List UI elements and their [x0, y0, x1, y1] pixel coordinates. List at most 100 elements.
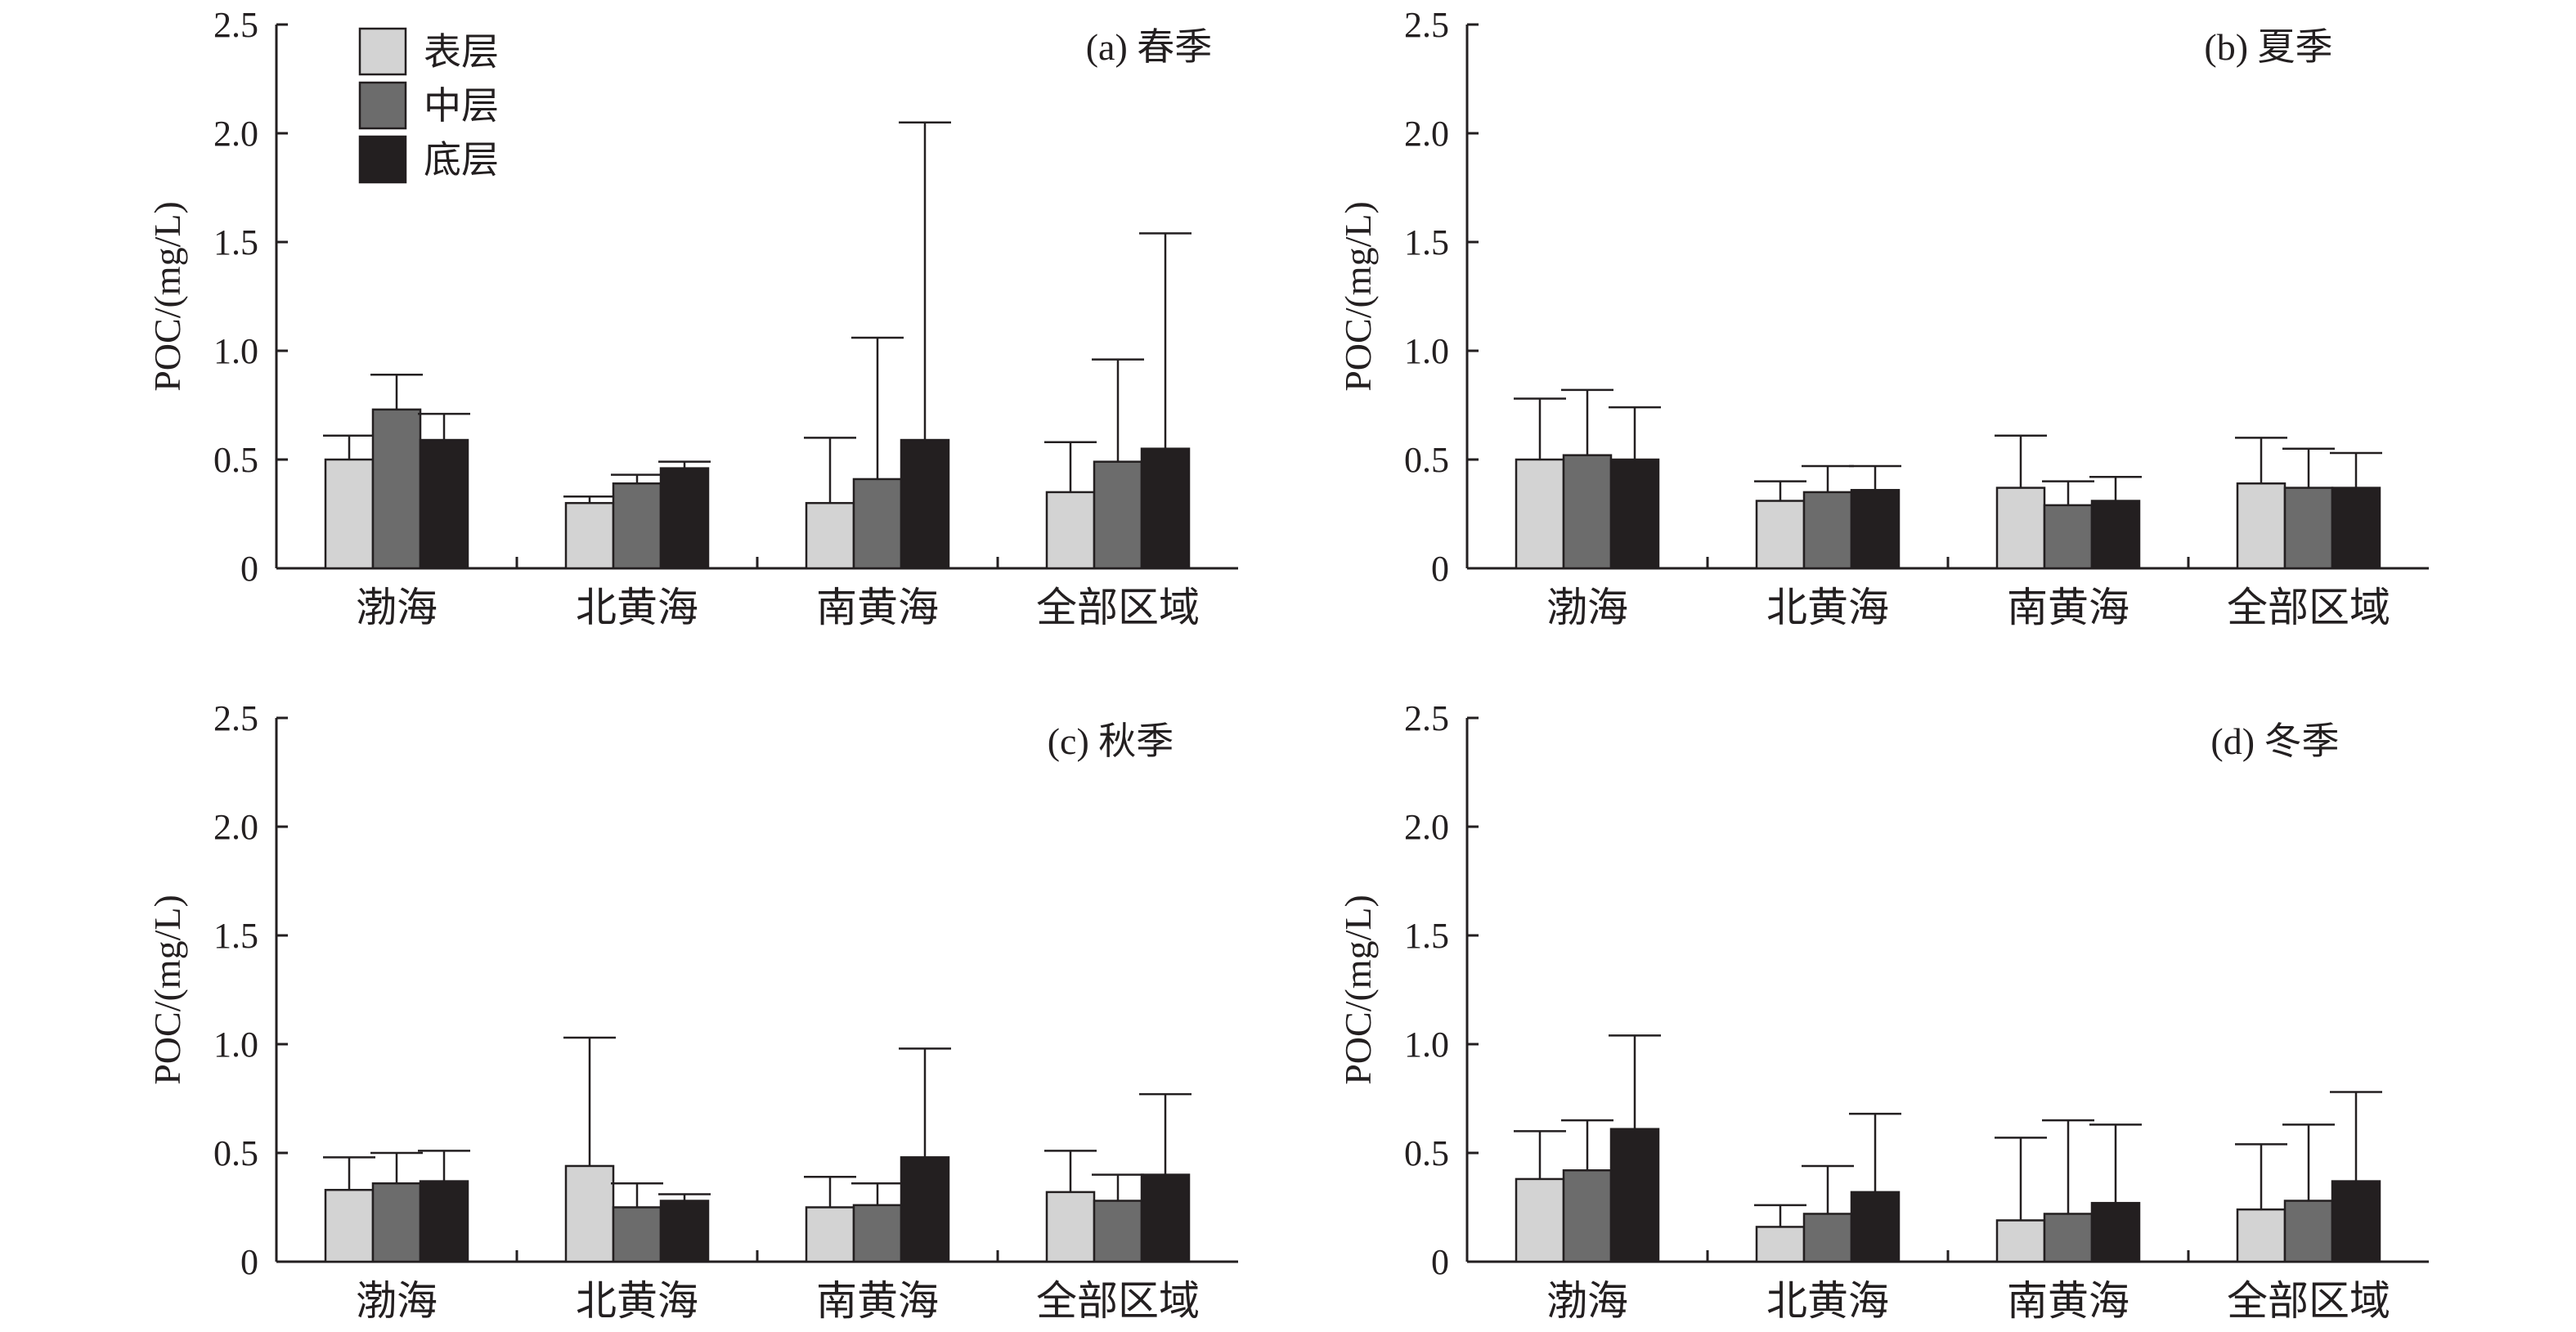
x-category-label: 南黄海 — [816, 585, 939, 630]
bar — [805, 501, 855, 570]
bar — [324, 458, 375, 570]
x-category-label: 全部区域 — [2227, 585, 2390, 630]
bar — [2283, 487, 2334, 570]
y-tick-label: 2.0 — [213, 114, 258, 154]
y-tick-label: 2.5 — [213, 5, 258, 45]
bar — [2043, 504, 2094, 570]
x-category-label: 全部区域 — [1036, 1278, 1200, 1324]
bar — [371, 1182, 422, 1263]
x-category-label: 全部区域 — [1036, 585, 1200, 630]
bar — [852, 478, 903, 570]
bar — [900, 1156, 950, 1263]
y-tick-label: 1.5 — [1404, 916, 1449, 956]
bar — [852, 1204, 903, 1263]
bar — [1755, 500, 1806, 570]
bar — [564, 1164, 615, 1263]
y-tick-label: 2.5 — [213, 698, 258, 738]
legend-label: 表层 — [424, 31, 499, 73]
bar — [1562, 1169, 1613, 1263]
y-tick-label: 2.0 — [1404, 114, 1449, 154]
x-category-label: 南黄海 — [2007, 585, 2129, 630]
bar — [1140, 1173, 1191, 1263]
x-category-label: 全部区域 — [2227, 1278, 2390, 1324]
x-category-label: 北黄海 — [1766, 1278, 1889, 1324]
y-tick-label: 1.0 — [1404, 331, 1449, 371]
panel-title: (a) 春季 — [1086, 26, 1213, 68]
bar — [1609, 1128, 1660, 1263]
legend-label: 中层 — [424, 85, 499, 127]
x-category-label: 北黄海 — [1766, 585, 1889, 630]
bar — [1802, 491, 1853, 570]
y-tick-label: 1.0 — [1404, 1025, 1449, 1065]
y-tick-label: 0 — [240, 1242, 258, 1282]
bar — [659, 1200, 710, 1263]
bar — [1802, 1213, 1853, 1263]
panel-title: (d) 冬季 — [2210, 720, 2339, 762]
y-tick-label: 1.5 — [213, 222, 258, 262]
y-tick-label: 2.0 — [213, 807, 258, 847]
y-axis-label: POC/(mg/L) — [1337, 895, 1379, 1085]
y-tick-label: 2.5 — [1404, 5, 1449, 45]
bar — [1850, 488, 1901, 570]
bar — [1755, 1226, 1806, 1263]
y-tick-label: 0 — [1431, 549, 1449, 589]
bar — [612, 482, 662, 570]
bar — [2331, 487, 2381, 570]
y-tick-label: 0 — [1431, 1242, 1449, 1282]
y-tick-label: 2.5 — [1404, 698, 1449, 738]
legend-label: 底层 — [424, 139, 499, 181]
x-category-label: 北黄海 — [576, 585, 698, 630]
legend-swatch — [358, 81, 407, 130]
x-category-label: 渤海 — [1546, 1278, 1628, 1324]
x-category-label: 渤海 — [356, 1278, 438, 1324]
bar — [1995, 1219, 2046, 1263]
bar — [1140, 447, 1191, 570]
y-axis-label: POC/(mg/L) — [146, 201, 188, 392]
bar — [1609, 458, 1660, 570]
y-tick-label: 0.5 — [1404, 1133, 1449, 1173]
bar — [2283, 1200, 2334, 1263]
x-category-label: 渤海 — [1546, 585, 1628, 630]
bar — [2090, 1201, 2141, 1263]
y-tick-label: 2.0 — [1404, 807, 1449, 847]
legend-swatch — [358, 27, 407, 76]
y-tick-label: 0.5 — [1404, 440, 1449, 480]
bar — [1093, 460, 1143, 570]
bar — [419, 438, 469, 570]
x-category-label: 北黄海 — [576, 1278, 698, 1324]
bar — [419, 1180, 469, 1263]
x-category-label: 南黄海 — [2007, 1278, 2129, 1324]
y-tick-label: 1.5 — [1404, 222, 1449, 262]
y-tick-label: 1.0 — [213, 1025, 258, 1065]
bar — [371, 408, 422, 570]
bar — [2236, 1208, 2287, 1263]
y-tick-label: 0 — [240, 549, 258, 589]
panel-title: (c) 秋季 — [1048, 720, 1174, 762]
panel-title: (b) 夏季 — [2204, 26, 2332, 68]
x-category-label: 南黄海 — [816, 1278, 939, 1324]
bar — [1995, 487, 2046, 570]
bar — [1045, 491, 1096, 570]
y-tick-label: 1.5 — [213, 916, 258, 956]
bar — [612, 1206, 662, 1263]
bar — [2043, 1213, 2094, 1263]
bar — [1045, 1191, 1096, 1263]
y-tick-label: 0.5 — [213, 440, 258, 480]
bar — [1093, 1200, 1143, 1263]
bar — [2236, 482, 2287, 570]
bar — [900, 438, 950, 570]
y-axis-label: POC/(mg/L) — [146, 895, 188, 1085]
bar — [2331, 1180, 2381, 1263]
x-category-label: 渤海 — [356, 585, 438, 630]
bar — [1562, 454, 1613, 570]
legend-swatch — [358, 135, 407, 184]
y-tick-label: 1.0 — [213, 331, 258, 371]
bar — [805, 1206, 855, 1263]
